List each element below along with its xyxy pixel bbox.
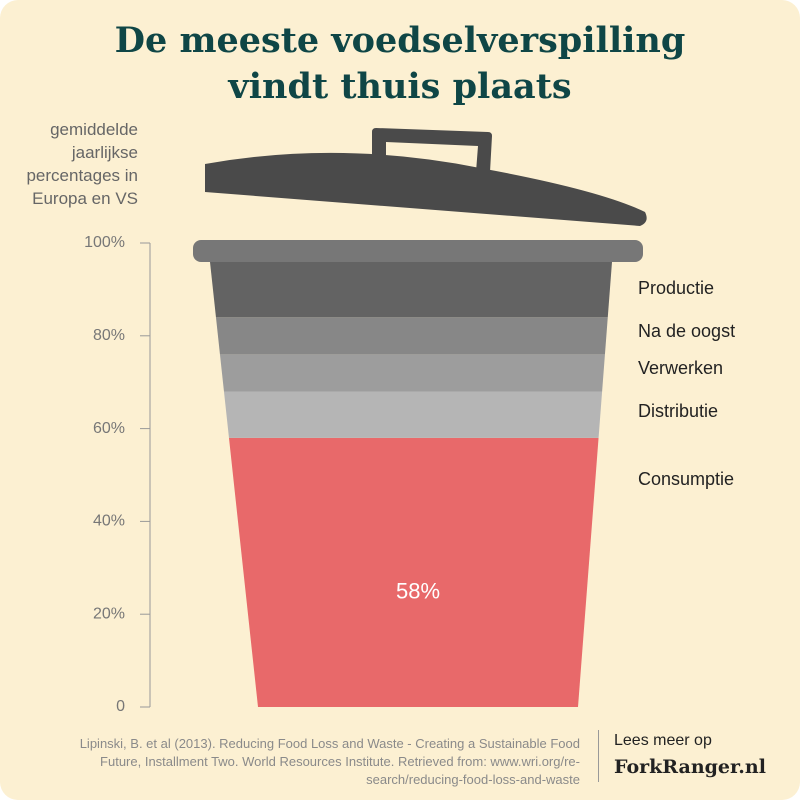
segment — [210, 317, 612, 355]
segment-label: Distributie — [638, 401, 718, 421]
y-tick-label: 60% — [93, 420, 125, 437]
segment — [210, 391, 612, 438]
segment-label: Productie — [638, 278, 714, 298]
divider — [598, 730, 599, 782]
segment — [210, 354, 612, 392]
lid — [205, 128, 647, 226]
y-tick-label: 100% — [84, 234, 125, 251]
source: Lipinski, B. et al (2013). Reducing Food… — [79, 736, 580, 787]
can-body — [210, 262, 612, 707]
segment — [210, 437, 612, 707]
footer-text: Lees meer op — [614, 732, 712, 749]
y-tick-label: 20% — [93, 605, 125, 622]
y-axis-label: gemiddelde jaarlijkse percentages in Eur… — [26, 120, 138, 208]
segment — [210, 262, 612, 318]
segment-label: Verwerken — [638, 358, 723, 378]
y-tick-label: 80% — [93, 327, 125, 344]
y-tick-label: 40% — [93, 513, 125, 530]
segment-label: Consumptie — [638, 469, 734, 489]
can-rim — [193, 240, 643, 262]
value-label: 58% — [396, 578, 440, 603]
y-tick-label: 0 — [116, 698, 125, 715]
title: De meeste voedselverspilling vindt thuis… — [114, 20, 686, 107]
segment-label: Na de oogst — [638, 321, 735, 341]
footer-site: ForkRanger.nl — [614, 756, 766, 778]
